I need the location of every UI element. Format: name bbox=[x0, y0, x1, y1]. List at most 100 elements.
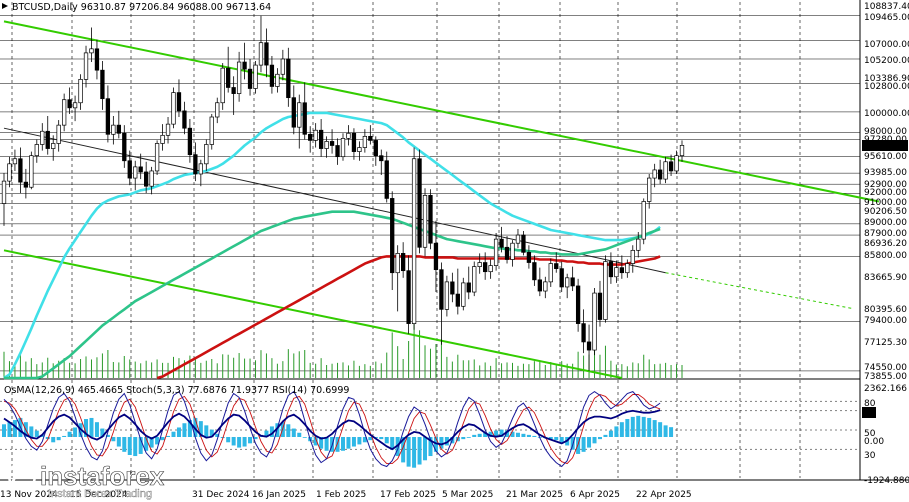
candle-bull bbox=[1, 180, 7, 204]
price-tick-label: 109465.00 bbox=[864, 13, 909, 23]
osma-bar bbox=[390, 437, 395, 450]
osma-bar bbox=[7, 422, 12, 437]
rsi-badge bbox=[862, 407, 876, 418]
osma-bar bbox=[581, 437, 586, 452]
candle-bear bbox=[466, 282, 471, 293]
candle-bull bbox=[510, 242, 515, 260]
candle-bull bbox=[171, 92, 176, 125]
candle-bull bbox=[154, 143, 160, 172]
osma-bar bbox=[198, 421, 203, 437]
osc-level-label: 80 bbox=[864, 399, 876, 409]
candle-bull bbox=[592, 292, 597, 351]
osc-tick-label: 2362.166 bbox=[864, 384, 907, 394]
osc-tick-label: -1924.8808 bbox=[864, 476, 909, 486]
price-tick-label: 108837.40 bbox=[864, 2, 909, 12]
candle-bear bbox=[537, 279, 542, 292]
candle-bull bbox=[253, 64, 258, 89]
osma-bar bbox=[483, 432, 488, 437]
stoch-main-line bbox=[3, 390, 661, 468]
candle-bear bbox=[176, 92, 182, 112]
candle-bear bbox=[182, 110, 187, 129]
candle-bull bbox=[34, 144, 39, 157]
price-tick-label: 80395.60 bbox=[864, 305, 907, 315]
candle-bear bbox=[368, 135, 373, 141]
osma-bar bbox=[160, 437, 165, 441]
price-tick-label: 100000.00 bbox=[864, 109, 909, 119]
candle-bull bbox=[357, 147, 362, 152]
candle-bull bbox=[614, 267, 619, 278]
candle-bull bbox=[679, 145, 685, 157]
osma-bar bbox=[357, 437, 362, 445]
candle-bear bbox=[329, 141, 335, 146]
candle-bear bbox=[570, 277, 575, 287]
candle-bear bbox=[586, 341, 592, 351]
candle-bear bbox=[532, 262, 537, 281]
osma-bar bbox=[603, 434, 608, 437]
osma-bar bbox=[116, 437, 121, 447]
candle-bear bbox=[291, 97, 296, 128]
candle-bull bbox=[56, 124, 61, 144]
candle-bull bbox=[258, 42, 264, 66]
price-tick-label: 79400.00 bbox=[864, 316, 907, 326]
osma-bar bbox=[423, 437, 428, 461]
candle-bear bbox=[264, 42, 269, 66]
candle-bear bbox=[302, 102, 307, 135]
osma-bar bbox=[122, 437, 127, 452]
osma-bar bbox=[362, 437, 367, 443]
osc-level-label: 30 bbox=[864, 451, 876, 461]
candle-bear bbox=[668, 161, 674, 172]
candle-bull bbox=[461, 282, 466, 307]
osma-bar bbox=[532, 435, 537, 437]
osma-bar bbox=[641, 416, 646, 437]
osma-bar bbox=[428, 437, 433, 457]
osma-bar bbox=[630, 416, 635, 437]
time-tick-label: 6 Apr 2025 bbox=[570, 490, 620, 500]
osma-bar bbox=[663, 425, 668, 437]
trend-lines bbox=[3, 20, 880, 379]
osc-level-label: 50 bbox=[864, 429, 876, 439]
candle-bull bbox=[40, 130, 45, 145]
last-price-badge bbox=[862, 140, 908, 151]
osma-bar bbox=[34, 430, 39, 437]
candle-bull bbox=[663, 161, 668, 180]
osma-bar bbox=[111, 437, 116, 442]
stoch-signal-line bbox=[3, 394, 661, 465]
osma-bar bbox=[12, 420, 17, 437]
candle-bear bbox=[554, 263, 559, 269]
candle-bull bbox=[647, 177, 652, 202]
price-tick-label: 77125.30 bbox=[864, 338, 907, 348]
price-tick-label: 74550.00 bbox=[864, 363, 907, 373]
osma-bar bbox=[319, 437, 324, 449]
candle-bull bbox=[548, 263, 553, 283]
candle-bull bbox=[411, 158, 417, 324]
osma-bar bbox=[29, 426, 34, 437]
osma-bar bbox=[346, 437, 351, 449]
time-axis: 13 Nov 2024 15 Dec 2024 31 Dec 2024 16 Jan … bbox=[0, 490, 692, 500]
osma-bar bbox=[226, 437, 231, 443]
time-tick-label: 1 Feb 2025 bbox=[316, 490, 366, 500]
osma-bar bbox=[570, 437, 575, 450]
candle-bear bbox=[390, 198, 395, 274]
candle-bull bbox=[12, 158, 18, 165]
candle-bull bbox=[51, 143, 56, 149]
candle-bull bbox=[641, 201, 646, 240]
price-tick-label: 87900.00 bbox=[864, 229, 907, 239]
candle-bear bbox=[559, 268, 564, 288]
osma-bar bbox=[379, 437, 384, 440]
osma-bar bbox=[89, 417, 94, 437]
candle-bull bbox=[488, 265, 493, 273]
osma-bar bbox=[237, 437, 242, 448]
osma-bar bbox=[269, 426, 274, 437]
candle-bear bbox=[455, 293, 460, 307]
osma-bar bbox=[187, 420, 192, 437]
candle-bull bbox=[395, 253, 400, 274]
candle-bull bbox=[362, 135, 368, 148]
osma-bar bbox=[351, 437, 356, 447]
osma-bar bbox=[275, 423, 280, 437]
osma-bar bbox=[625, 419, 630, 437]
candle-bull bbox=[565, 277, 570, 288]
price-tick-label: 107000.00 bbox=[864, 40, 909, 50]
osma-bar bbox=[231, 437, 236, 446]
time-tick-label: 5 Mar 2025 bbox=[442, 490, 493, 500]
